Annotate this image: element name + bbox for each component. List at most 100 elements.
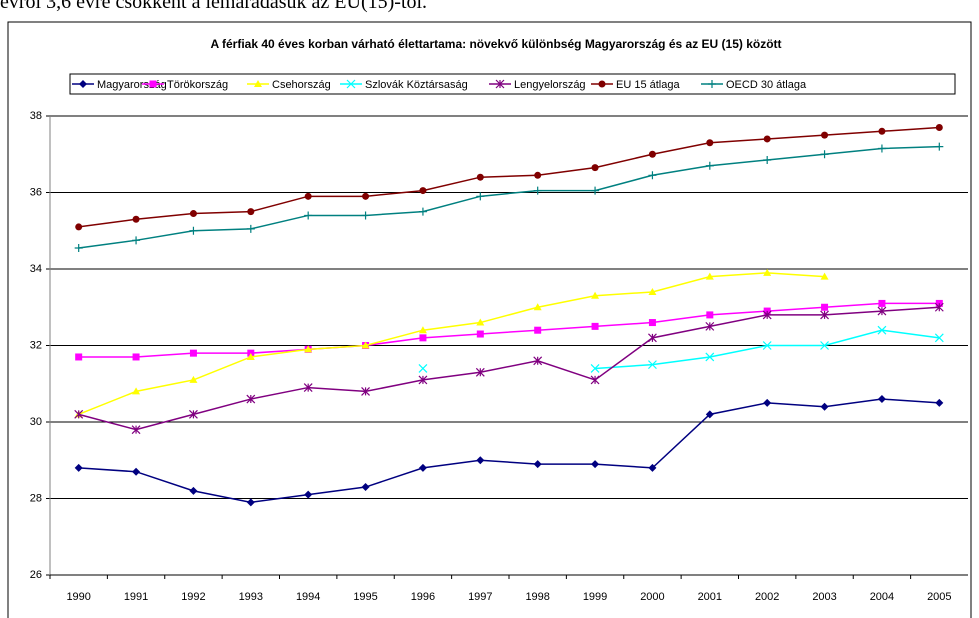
point <box>763 135 771 143</box>
point <box>591 460 600 469</box>
point <box>246 394 256 404</box>
x-tick-label: 1995 <box>353 591 377 603</box>
point <box>246 498 255 507</box>
point <box>419 187 427 195</box>
x-tick-label: 2003 <box>812 591 836 603</box>
point <box>476 330 484 338</box>
series-line <box>78 272 825 416</box>
point <box>648 319 656 327</box>
point <box>247 208 255 216</box>
point <box>132 467 141 476</box>
x-tick-label: 1993 <box>239 591 263 603</box>
point <box>821 131 829 139</box>
point <box>304 490 313 499</box>
point <box>132 353 140 361</box>
point <box>132 236 141 245</box>
point <box>648 171 657 180</box>
point <box>418 207 427 216</box>
point <box>189 409 198 419</box>
point <box>132 215 140 223</box>
document-text: évről 3,6 évre csökkent a lemaradásuk az… <box>0 0 428 13</box>
point <box>878 299 886 307</box>
legend-marker <box>254 80 262 87</box>
x-tick-label: 1991 <box>124 591 148 603</box>
point <box>476 192 485 201</box>
series-line <box>78 306 940 431</box>
point <box>763 398 772 407</box>
legend-marker <box>708 80 716 88</box>
point <box>935 123 943 131</box>
point <box>362 192 370 200</box>
point <box>74 243 83 252</box>
point <box>361 386 370 396</box>
point <box>418 375 428 385</box>
x-tick-label: 2001 <box>698 591 722 603</box>
point <box>361 341 370 349</box>
point <box>189 349 197 357</box>
point <box>705 272 714 280</box>
point <box>878 127 886 135</box>
point <box>591 186 600 195</box>
y-tick-label: 38 <box>30 110 42 122</box>
y-tick-label: 34 <box>30 263 42 275</box>
x-tick-label: 2005 <box>927 591 951 603</box>
point <box>705 321 715 331</box>
point <box>648 333 657 343</box>
legend-label: Magyarország <box>97 79 167 91</box>
legend-marker <box>598 80 606 88</box>
point <box>418 326 427 334</box>
point <box>590 364 600 373</box>
point <box>877 306 887 316</box>
legend-marker <box>79 80 87 88</box>
point <box>533 186 542 195</box>
point <box>303 383 313 392</box>
point <box>74 463 83 472</box>
series-line <box>78 302 940 358</box>
point <box>75 353 83 361</box>
point <box>534 171 542 179</box>
legend-label: OECD 30 átlaga <box>726 79 807 91</box>
point <box>304 345 313 353</box>
point <box>132 387 141 395</box>
point <box>935 398 944 407</box>
point <box>246 224 255 233</box>
point <box>476 456 485 465</box>
point <box>820 402 829 411</box>
series-line <box>78 126 940 228</box>
point <box>877 325 887 335</box>
point <box>648 360 657 370</box>
legend-label: Lengyelország <box>514 79 586 91</box>
legend-marker <box>149 80 157 88</box>
x-tick-label: 1999 <box>583 591 607 603</box>
point <box>591 291 600 299</box>
series-line <box>78 145 940 249</box>
point <box>189 375 198 383</box>
point <box>648 463 657 472</box>
point <box>763 268 772 276</box>
point <box>762 310 772 320</box>
legend-label: Szlovák Köztársaság <box>365 79 468 91</box>
legend-marker <box>495 79 505 89</box>
point <box>877 144 886 153</box>
point <box>418 463 427 472</box>
point <box>590 375 600 385</box>
point <box>189 486 198 495</box>
y-tick-label: 32 <box>30 339 42 351</box>
point <box>820 150 829 159</box>
point <box>877 395 886 404</box>
legend-label: EU 15 átlaga <box>616 79 680 91</box>
x-tick-label: 1998 <box>525 591 549 603</box>
point <box>419 334 427 342</box>
point <box>418 364 428 373</box>
point <box>75 223 83 231</box>
point <box>533 303 542 311</box>
point <box>706 311 714 319</box>
x-tick-label: 1990 <box>66 591 90 603</box>
point <box>533 460 542 469</box>
point <box>648 287 657 295</box>
point <box>705 410 714 419</box>
point <box>361 483 370 492</box>
point <box>476 318 485 326</box>
point <box>591 164 599 172</box>
